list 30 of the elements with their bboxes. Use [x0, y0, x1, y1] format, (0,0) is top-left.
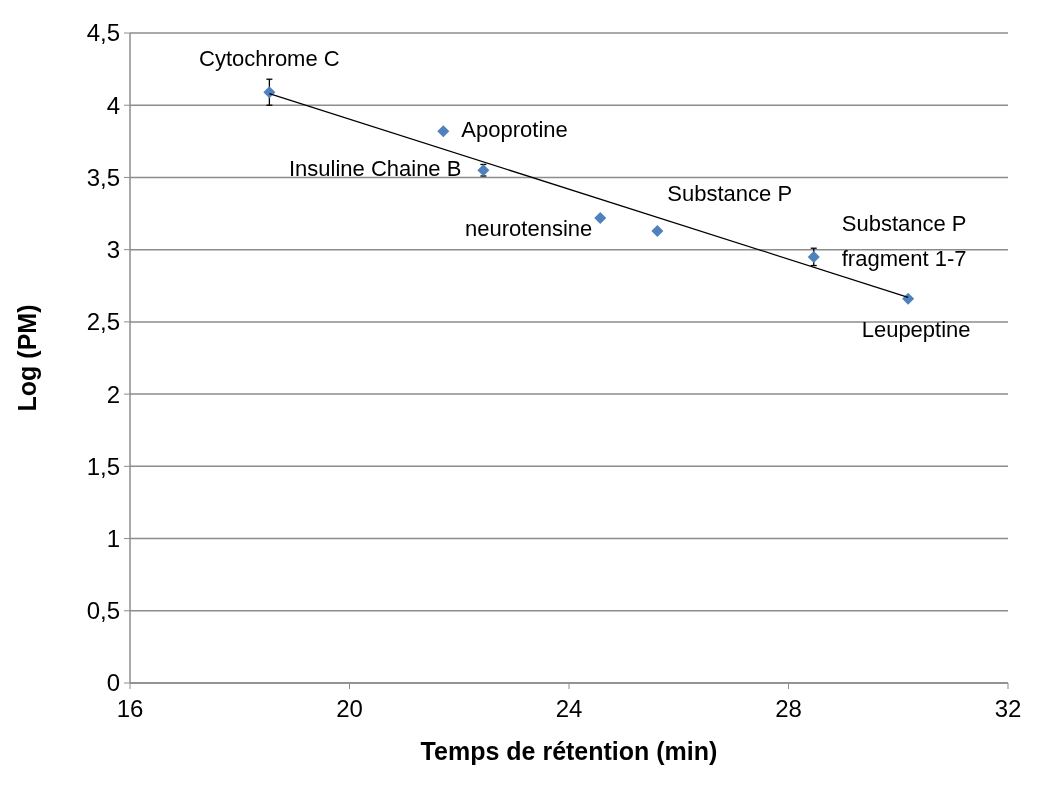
x-tick-label: 32 — [994, 695, 1022, 722]
x-tick-label: 24 — [555, 695, 583, 722]
y-tick-label: 2,5 — [86, 308, 120, 336]
point — [437, 125, 450, 138]
x-tick-label: 16 — [116, 695, 144, 722]
annotation: Insuline Chaine B — [288, 156, 462, 182]
annotation: Substance P fragment 1-7 — [841, 210, 967, 272]
annotation: Substance P — [667, 180, 793, 206]
y-tick-label: 0,5 — [86, 597, 120, 625]
y-tick-label: 3,5 — [86, 163, 120, 191]
annotation: Cytochrome C — [199, 46, 340, 72]
annotation: neurotensine — [465, 215, 593, 241]
y-tick-label: 3 — [106, 236, 120, 264]
y-tick-label: 0 — [106, 669, 120, 697]
y-tick-label: 1 — [106, 524, 120, 552]
annotation: Leupeptine — [861, 316, 971, 342]
y-axis-title: Log (PM) — [13, 304, 41, 412]
point — [263, 86, 276, 99]
x-tick-label: 28 — [775, 695, 802, 722]
x-tick-label: 20 — [336, 695, 363, 722]
x-axis-title: Temps de rétention (min) — [420, 737, 718, 765]
y-tick-label: 4,5 — [86, 19, 120, 47]
point — [651, 224, 664, 237]
point — [902, 292, 915, 305]
annotation: Apoprotine — [461, 117, 568, 143]
y-tick-label: 4 — [106, 91, 120, 119]
point — [807, 250, 820, 263]
y-tick-label: 2 — [106, 380, 120, 408]
point — [594, 211, 607, 224]
y-tick-label: 1,5 — [86, 452, 120, 480]
